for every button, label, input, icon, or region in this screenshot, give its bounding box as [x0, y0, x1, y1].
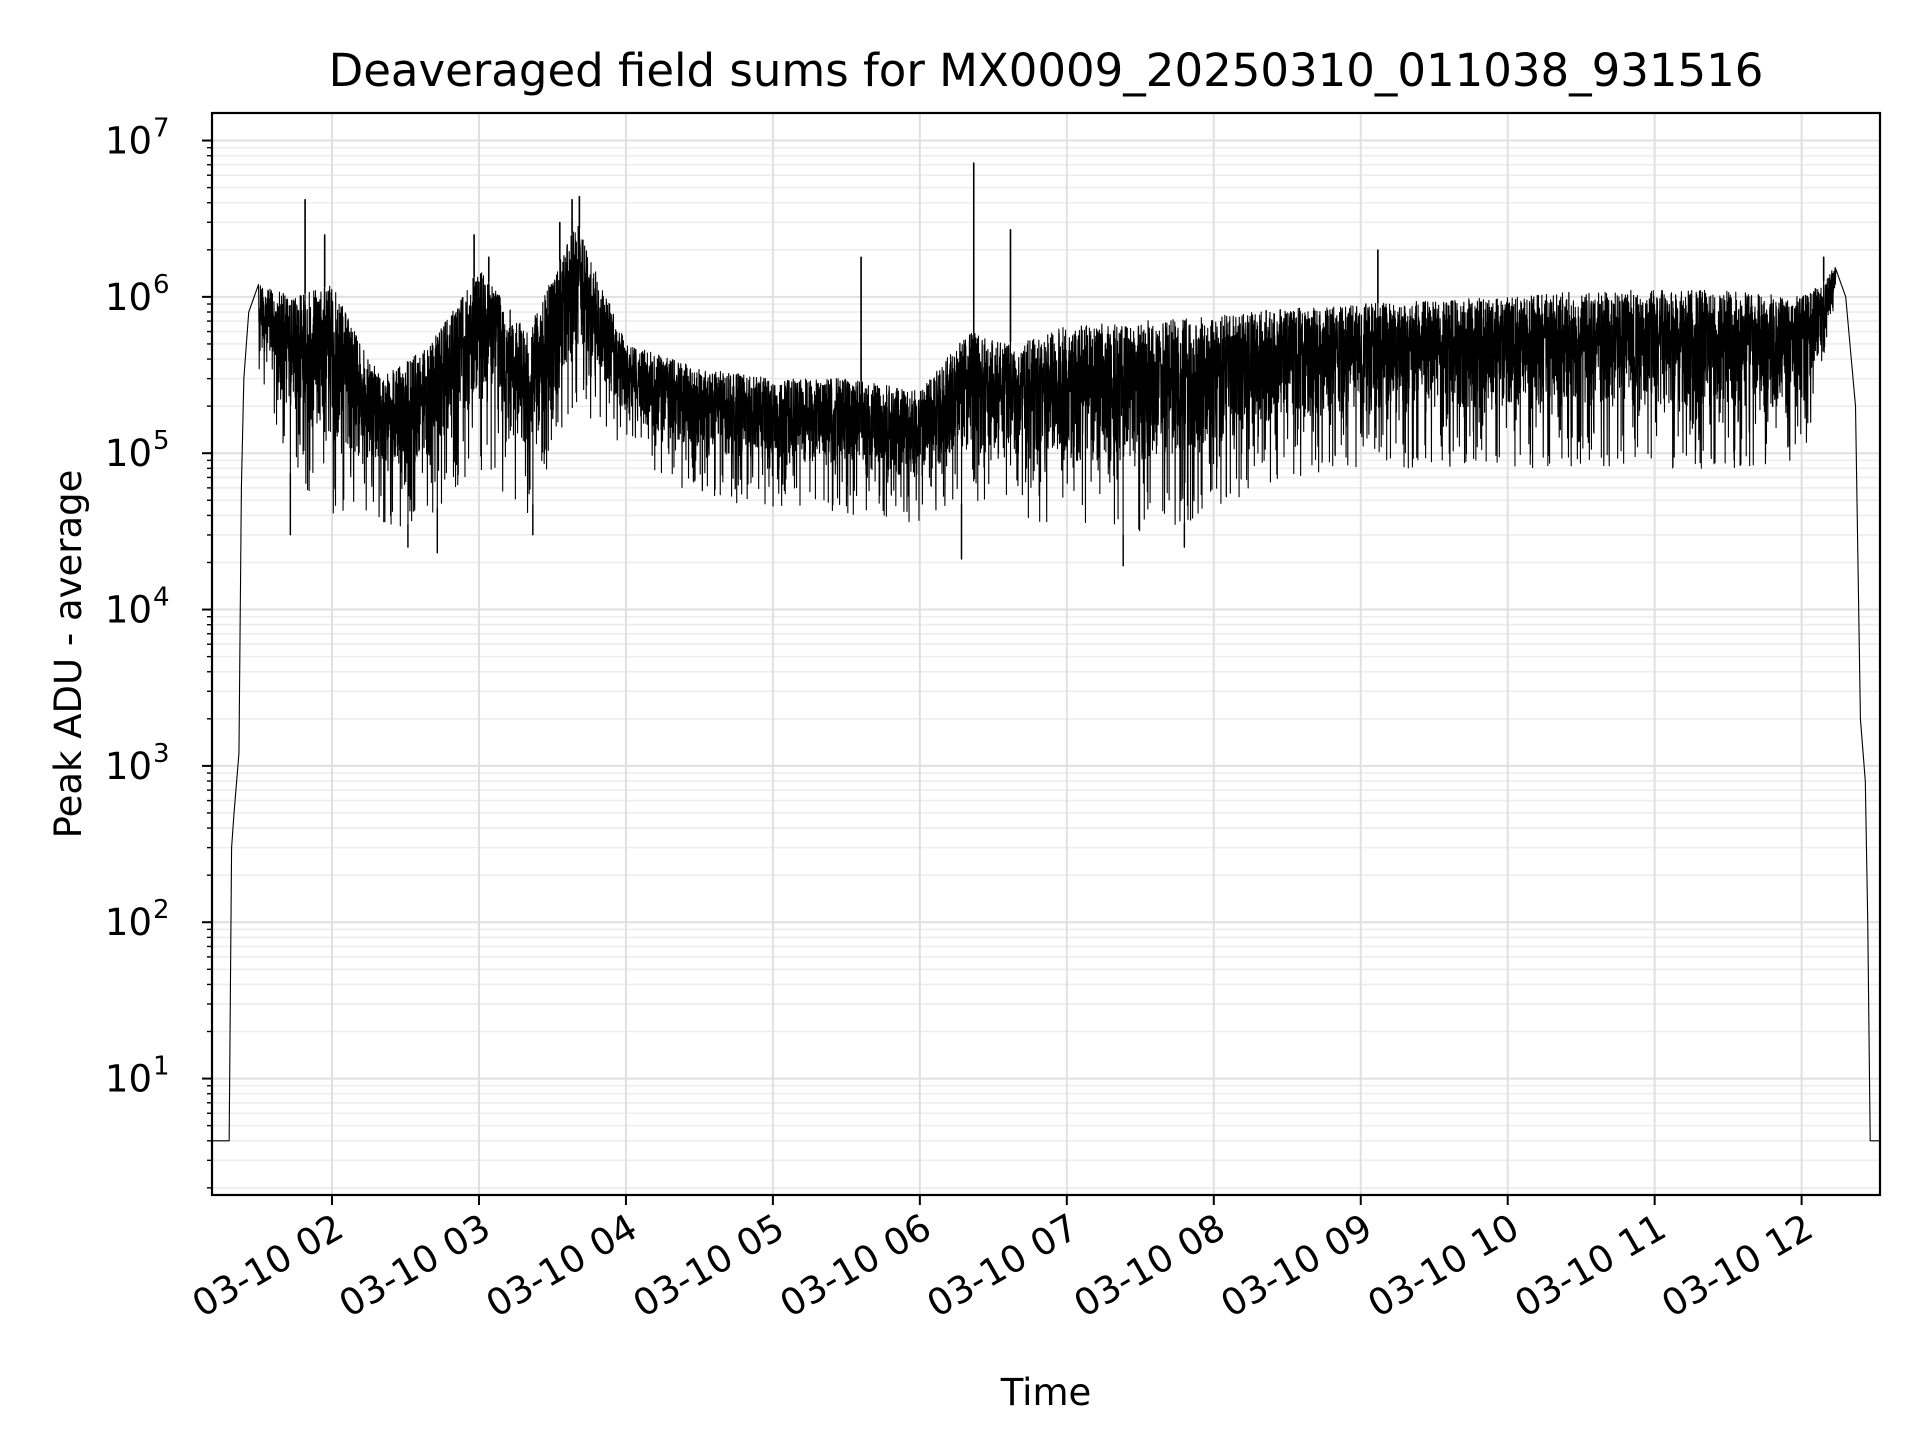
y-tick-exponent: 2 — [153, 895, 170, 925]
y-tick-exponent: 6 — [153, 270, 170, 300]
plot-frame — [210, 111, 1882, 1197]
y-axis-label: Peak ADU - average — [47, 470, 90, 839]
y-tick-base: 10 — [105, 1058, 152, 1101]
y-tick-exponent: 5 — [153, 426, 170, 456]
y-tick-base: 10 — [105, 432, 152, 475]
y-tick-label: 10 — [105, 901, 152, 944]
y-tick-label: 10 — [105, 432, 152, 475]
y-tick-label: 10 — [105, 120, 152, 163]
y-tick-exponent: 3 — [153, 739, 170, 769]
y-tick-exponent: 7 — [153, 114, 170, 144]
x-axis-label: Time — [1000, 1371, 1092, 1414]
series-line — [212, 162, 1880, 1142]
y-tick-base: 10 — [105, 276, 152, 319]
y-tick-base: 10 — [105, 901, 152, 944]
y-tick-exponent: 1 — [153, 1052, 170, 1082]
y-tick-base: 10 — [105, 120, 152, 163]
y-tick-label: 10 — [105, 276, 152, 319]
series-layer — [212, 162, 1880, 1142]
y-tick-exponent: 4 — [153, 583, 170, 613]
chart-title: Deaveraged field sums for MX0009_2025031… — [329, 44, 1764, 97]
y-tick-label: 10 — [105, 1058, 152, 1101]
y-tick-base: 10 — [105, 589, 152, 632]
y-tick-label: 10 — [105, 745, 152, 788]
y-tick-label: 10 — [105, 589, 152, 632]
y-tick-base: 10 — [105, 745, 152, 788]
